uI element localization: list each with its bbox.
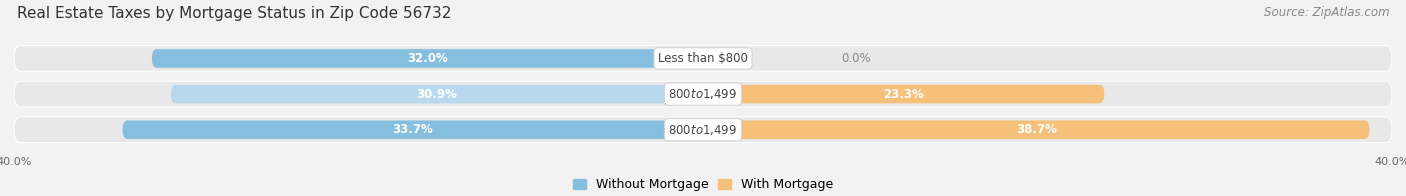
Text: Source: ZipAtlas.com: Source: ZipAtlas.com bbox=[1264, 6, 1389, 19]
FancyBboxPatch shape bbox=[14, 46, 1392, 71]
Text: Real Estate Taxes by Mortgage Status in Zip Code 56732: Real Estate Taxes by Mortgage Status in … bbox=[17, 6, 451, 21]
Text: $800 to $1,499: $800 to $1,499 bbox=[668, 87, 738, 101]
Text: 38.7%: 38.7% bbox=[1017, 123, 1057, 136]
FancyBboxPatch shape bbox=[14, 81, 1392, 107]
FancyBboxPatch shape bbox=[152, 49, 703, 68]
Text: 33.7%: 33.7% bbox=[392, 123, 433, 136]
Text: 30.9%: 30.9% bbox=[416, 88, 457, 101]
Legend: Without Mortgage, With Mortgage: Without Mortgage, With Mortgage bbox=[574, 178, 832, 191]
FancyBboxPatch shape bbox=[14, 117, 1392, 142]
Text: Less than $800: Less than $800 bbox=[658, 52, 748, 65]
Text: 23.3%: 23.3% bbox=[883, 88, 924, 101]
Text: 0.0%: 0.0% bbox=[841, 52, 870, 65]
Text: $800 to $1,499: $800 to $1,499 bbox=[668, 123, 738, 137]
Text: 32.0%: 32.0% bbox=[408, 52, 447, 65]
FancyBboxPatch shape bbox=[703, 85, 1104, 103]
FancyBboxPatch shape bbox=[703, 121, 1369, 139]
FancyBboxPatch shape bbox=[170, 85, 703, 103]
FancyBboxPatch shape bbox=[122, 121, 703, 139]
